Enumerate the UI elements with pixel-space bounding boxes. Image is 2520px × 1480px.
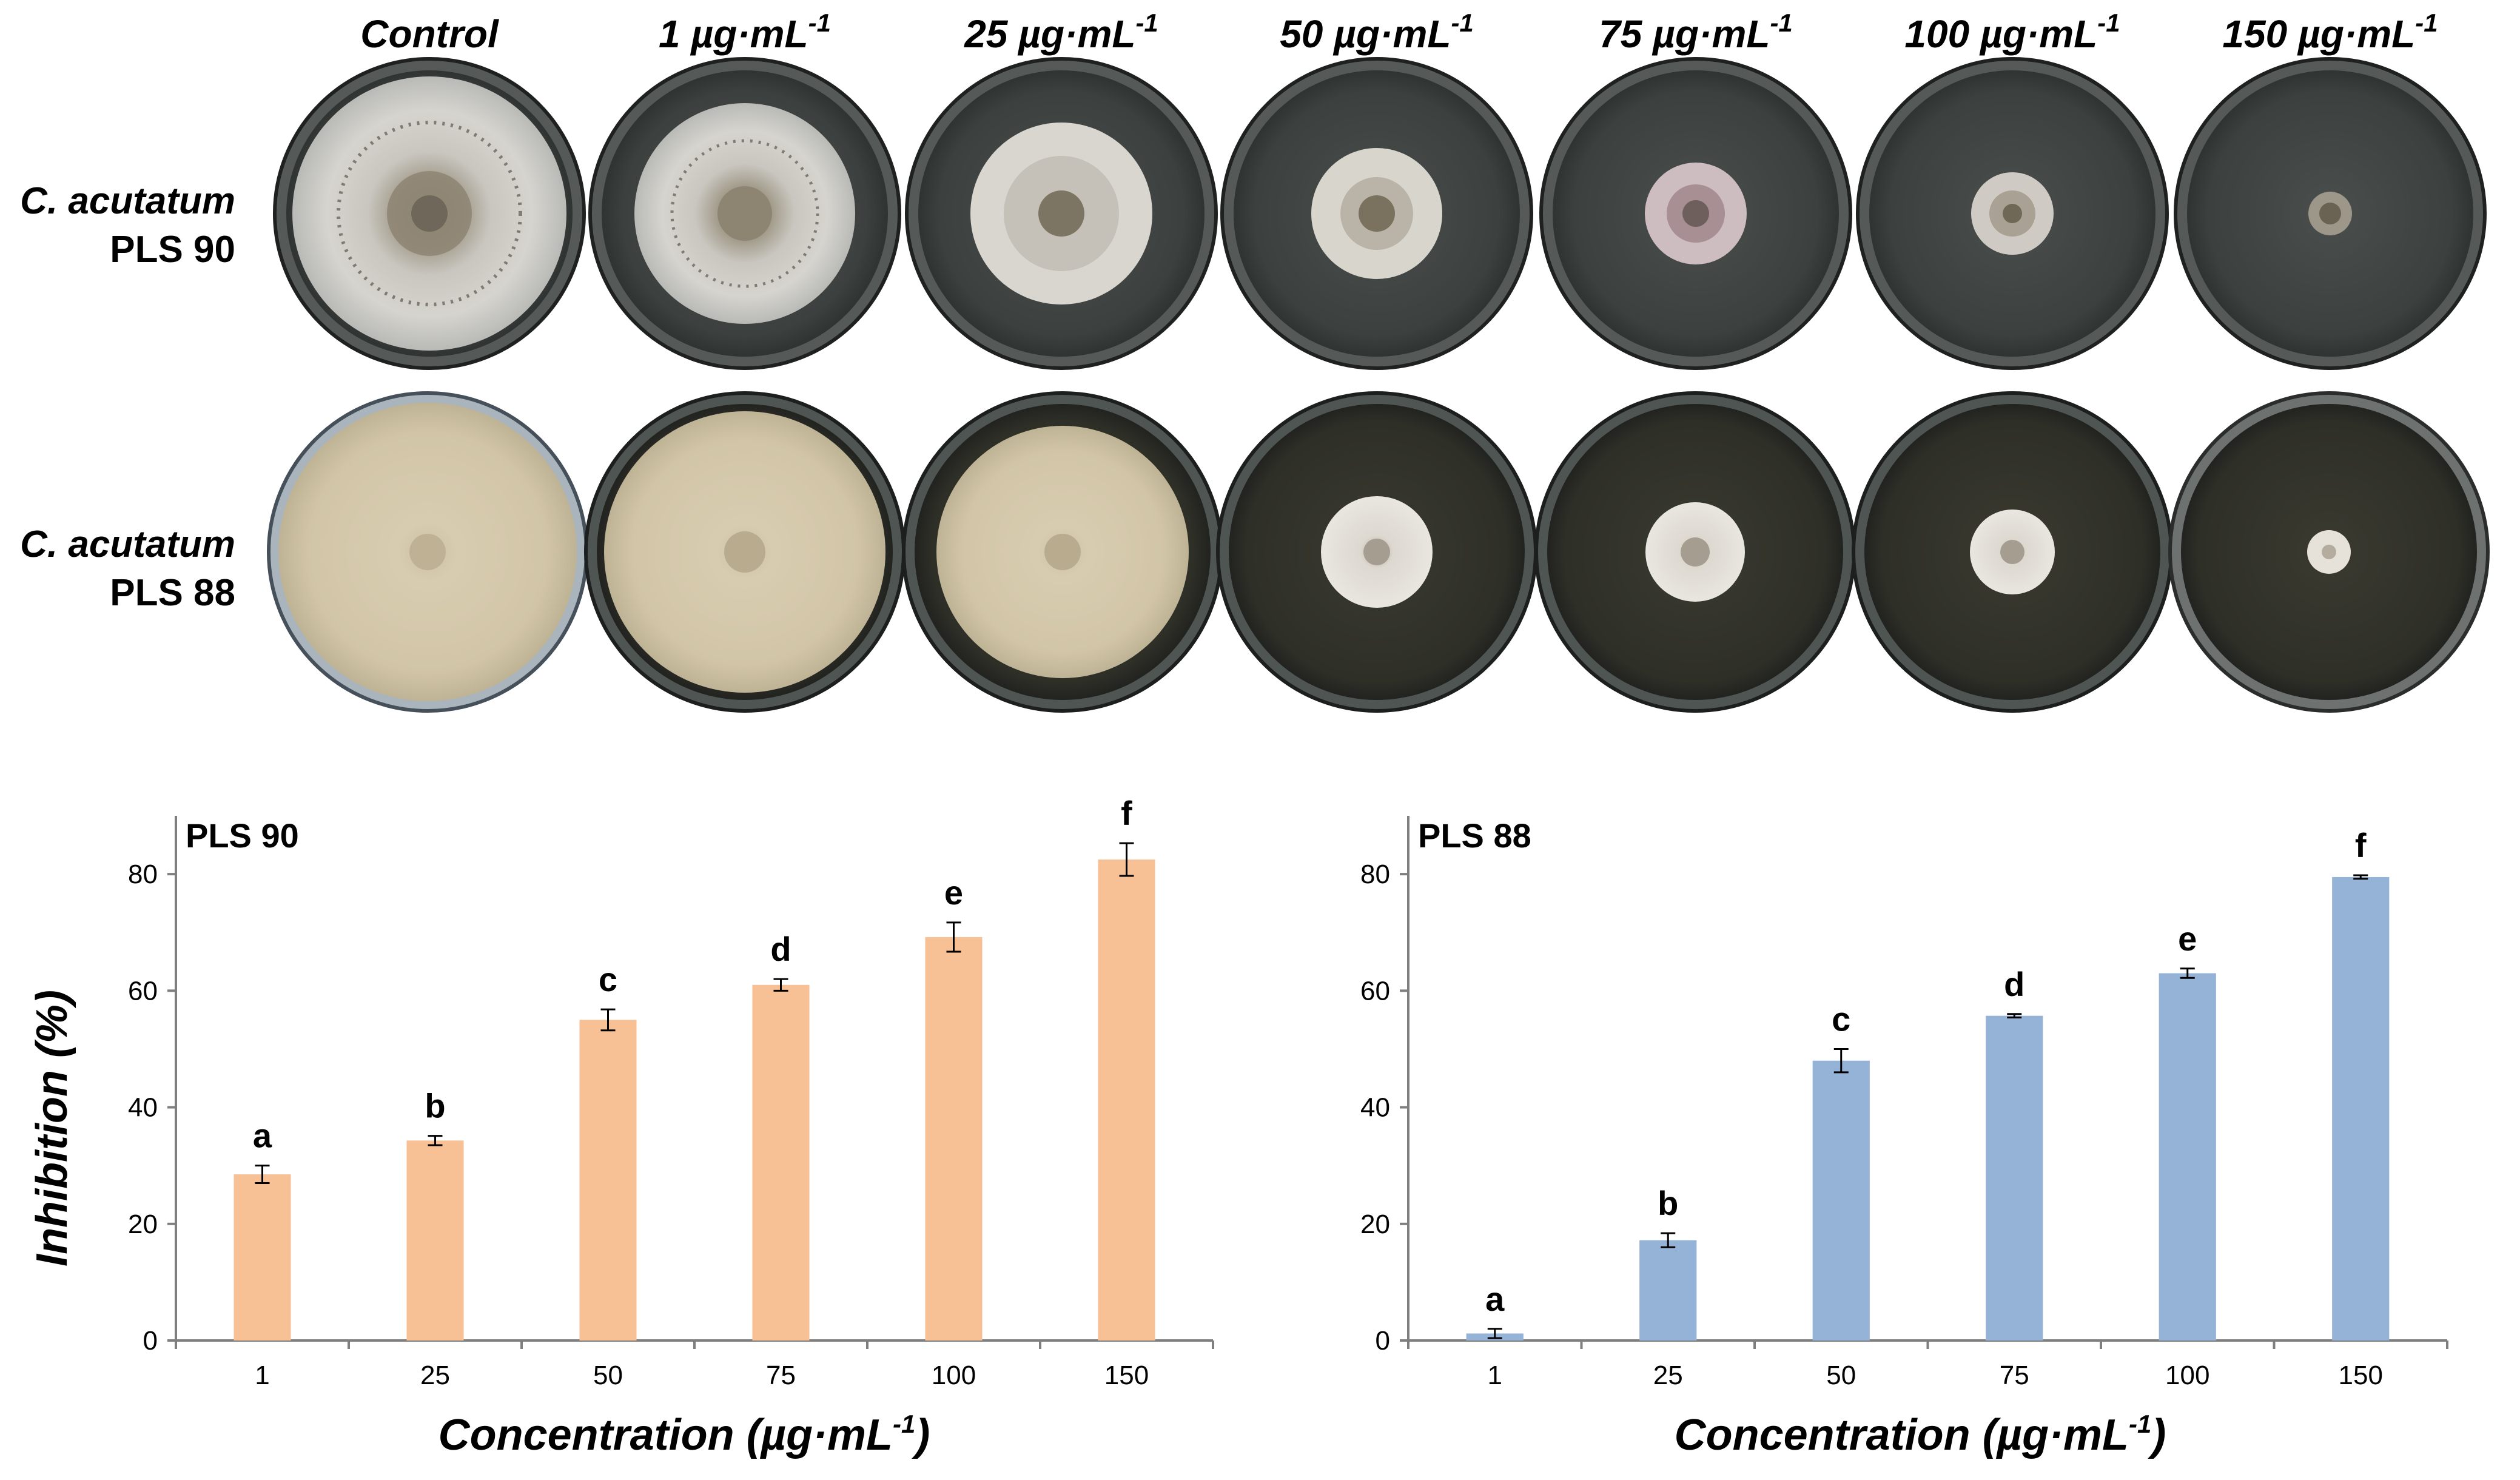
x-tick-label: 1 — [255, 1361, 269, 1390]
petri-dish-pls90-100 — [1856, 57, 2169, 370]
petri-dish-pls90-50 — [1220, 57, 1533, 370]
x-tick-label: 150 — [2339, 1361, 2383, 1390]
panel-title: PLS 90 — [186, 816, 299, 855]
petri-dish-pls90-1 — [588, 57, 901, 370]
petri-row-pls88 — [267, 391, 2490, 713]
petri-dish-pls88-150 — [2168, 391, 2490, 713]
significance-letter: f — [2355, 826, 2367, 864]
significance-letter: e — [2178, 920, 2197, 958]
x-tick-label: 1 — [1488, 1361, 1502, 1390]
y-tick-label: 20 — [128, 1209, 158, 1239]
petri-dish-pls88-75 — [1534, 391, 1856, 713]
significance-letter: a — [1485, 1280, 1505, 1318]
significance-letter: d — [2004, 965, 2024, 1003]
bar — [579, 1020, 637, 1340]
y-tick-label: 60 — [1360, 976, 1390, 1006]
y-tick-label: 40 — [128, 1093, 158, 1123]
petri-dish-pls90-75 — [1539, 57, 1852, 370]
y-tick-label: 60 — [128, 976, 158, 1006]
bar — [925, 937, 983, 1340]
column-header-100: 100 µg·mL-1 — [1904, 8, 2120, 56]
x-tick-label: 25 — [1653, 1361, 1683, 1390]
x-tick-label: 75 — [766, 1361, 796, 1390]
bar — [1812, 1060, 1870, 1340]
bar — [1639, 1240, 1697, 1340]
y-tick-label: 40 — [1360, 1093, 1390, 1123]
petri-row-pls90 — [273, 57, 2487, 370]
significance-letter: d — [770, 930, 791, 968]
bar-chart-pls90: PLS 90 0 20 40 60 80 a 1 b 25 c 50 d 75 e 100 f 150 — [128, 794, 1214, 1390]
significance-letter: b — [1658, 1184, 1678, 1222]
column-header-75: 75 µg·mL-1 — [1599, 8, 1793, 56]
significance-letter: c — [599, 960, 617, 998]
petri-dish-pls90-25 — [905, 57, 1218, 370]
significance-letter: e — [944, 873, 963, 912]
column-header-1: 1 µg·mL-1 — [659, 8, 831, 56]
significance-letter: b — [425, 1087, 445, 1125]
significance-letter: f — [1121, 794, 1132, 832]
column-header-50: 50 µg·mL-1 — [1280, 8, 1474, 56]
column-header-150: 150 µg·mL-1 — [2222, 8, 2438, 56]
bar — [234, 1174, 291, 1340]
x-tick-label: 100 — [932, 1361, 976, 1390]
y-tick-label: 20 — [1360, 1209, 1390, 1239]
bar — [1986, 1015, 2043, 1340]
petri-dish-pls88-100 — [1852, 391, 2173, 713]
x-tick-label: 50 — [593, 1361, 623, 1390]
x-tick-label: 50 — [1826, 1361, 1856, 1390]
column-header-control: Control — [360, 12, 499, 56]
x-tick-label: 100 — [2165, 1361, 2209, 1390]
x-tick-label: 75 — [2000, 1361, 2029, 1390]
significance-letter: c — [1832, 1000, 1850, 1038]
petri-dish-pls88-control — [267, 391, 588, 713]
petri-dish-pls88-25 — [902, 391, 1223, 713]
petri-dish-pls88-50 — [1216, 391, 1537, 713]
y-tick-label: 0 — [1376, 1326, 1390, 1356]
x-axis-label-right: Concentration (µg·mL-1) — [1675, 1410, 2166, 1459]
bar-chart-pls88: PLS 88 0 20 40 60 80 a 1 b 25 c 50 d 75 e 100 f 150 — [1360, 816, 2448, 1390]
row-label-species-1: C. acutatum — [20, 180, 235, 222]
petri-dish-pls90-150 — [2174, 57, 2487, 370]
x-tick-label: 25 — [420, 1361, 450, 1390]
bar — [2332, 876, 2390, 1340]
column-header-25: 25 µg·mL-1 — [964, 8, 1158, 56]
x-tick-label: 150 — [1104, 1361, 1149, 1390]
bar — [2159, 973, 2216, 1340]
row-label-strain-1: PLS 90 — [110, 229, 235, 271]
column-headers: Control 1 µg·mL-1 25 µg·mL-1 50 µg·mL-1 … — [360, 8, 2438, 56]
row-labels: C. acutatum PLS 90 C. acutatum PLS 88 — [20, 180, 235, 614]
significance-letter: a — [253, 1117, 272, 1155]
y-tick-label: 0 — [143, 1326, 158, 1356]
y-tick-label: 80 — [128, 859, 158, 889]
petri-dish-pls90-control — [273, 57, 586, 370]
bar — [752, 984, 810, 1340]
row-label-strain-2: PLS 88 — [110, 572, 235, 614]
bar — [1098, 859, 1155, 1340]
x-axis-label-left: Concentration (µg·mL-1) — [438, 1410, 930, 1459]
panel-title: PLS 88 — [1418, 816, 1531, 855]
y-tick-label: 80 — [1360, 859, 1390, 889]
bar — [406, 1140, 464, 1340]
petri-dish-pls88-1 — [584, 391, 906, 713]
row-label-species-2: C. acutatum — [20, 523, 235, 565]
y-axis-label: Inhibition (%) — [28, 990, 76, 1266]
